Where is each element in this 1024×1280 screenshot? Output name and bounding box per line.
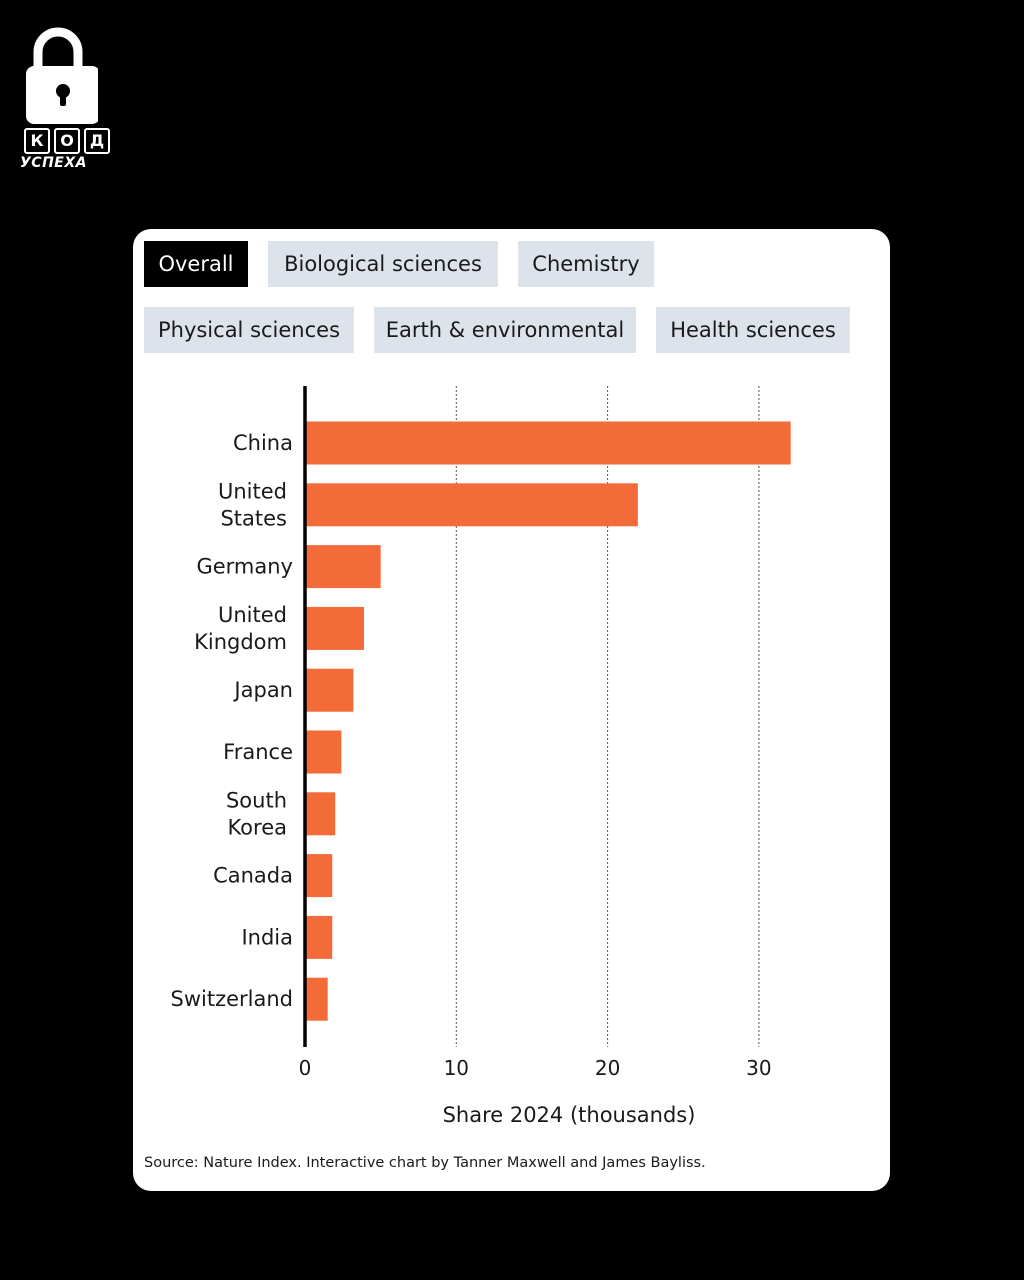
bar: [305, 421, 791, 465]
bar: [305, 730, 342, 774]
x-tick-label: 10: [444, 1056, 469, 1080]
logo-letter: О: [54, 128, 80, 154]
category-label: China: [233, 431, 293, 455]
logo-letters: К О Д: [24, 128, 110, 154]
x-tick-label: 0: [299, 1056, 312, 1080]
logo-subtitle: УСПЕХА: [20, 155, 87, 171]
category-label: Canada: [213, 864, 293, 888]
category-label: Germany: [196, 555, 293, 579]
category-label: South Korea: [226, 788, 287, 839]
bar-chart: China United States Germany United Kingdom Jap…: [171, 386, 791, 1127]
bar: [305, 977, 328, 1021]
x-tick-label: 30: [746, 1056, 771, 1080]
category-label: United Kingdom: [194, 603, 287, 654]
x-axis-title: Share 2024 (thousands): [443, 1103, 696, 1127]
tab-chemistry[interactable]: Chemistry: [518, 241, 654, 287]
logo-letter: К: [24, 128, 50, 154]
padlock-icon: [26, 27, 98, 124]
tab-biological-sciences[interactable]: Biological sciences: [268, 241, 498, 287]
bar: [305, 854, 333, 898]
chart-card: Overall Biological sciences Chemistry Ph…: [133, 229, 890, 1191]
category-label: United States: [218, 479, 287, 530]
logo: К О Д УСПЕХА: [18, 22, 110, 182]
tab-health-sciences[interactable]: Health sciences: [656, 307, 850, 353]
logo-letter: Д: [84, 128, 110, 154]
bar: [305, 915, 333, 959]
bar: [305, 668, 354, 712]
tab-physical-sciences[interactable]: Physical sciences: [144, 307, 354, 353]
category-label: Japan: [232, 678, 293, 702]
tab-earth-environmental[interactable]: Earth & environmental: [374, 307, 636, 353]
bar: [305, 606, 365, 650]
category-label: Switzerland: [171, 987, 294, 1011]
category-label: India: [241, 925, 293, 949]
category-label: France: [223, 740, 293, 764]
tab-overall[interactable]: Overall: [144, 241, 248, 287]
bar: [305, 483, 638, 527]
bar: [305, 545, 381, 589]
source-note: Source: Nature Index. Interactive chart …: [144, 1155, 706, 1171]
x-tick-label: 20: [595, 1056, 620, 1080]
bar: [305, 792, 336, 836]
